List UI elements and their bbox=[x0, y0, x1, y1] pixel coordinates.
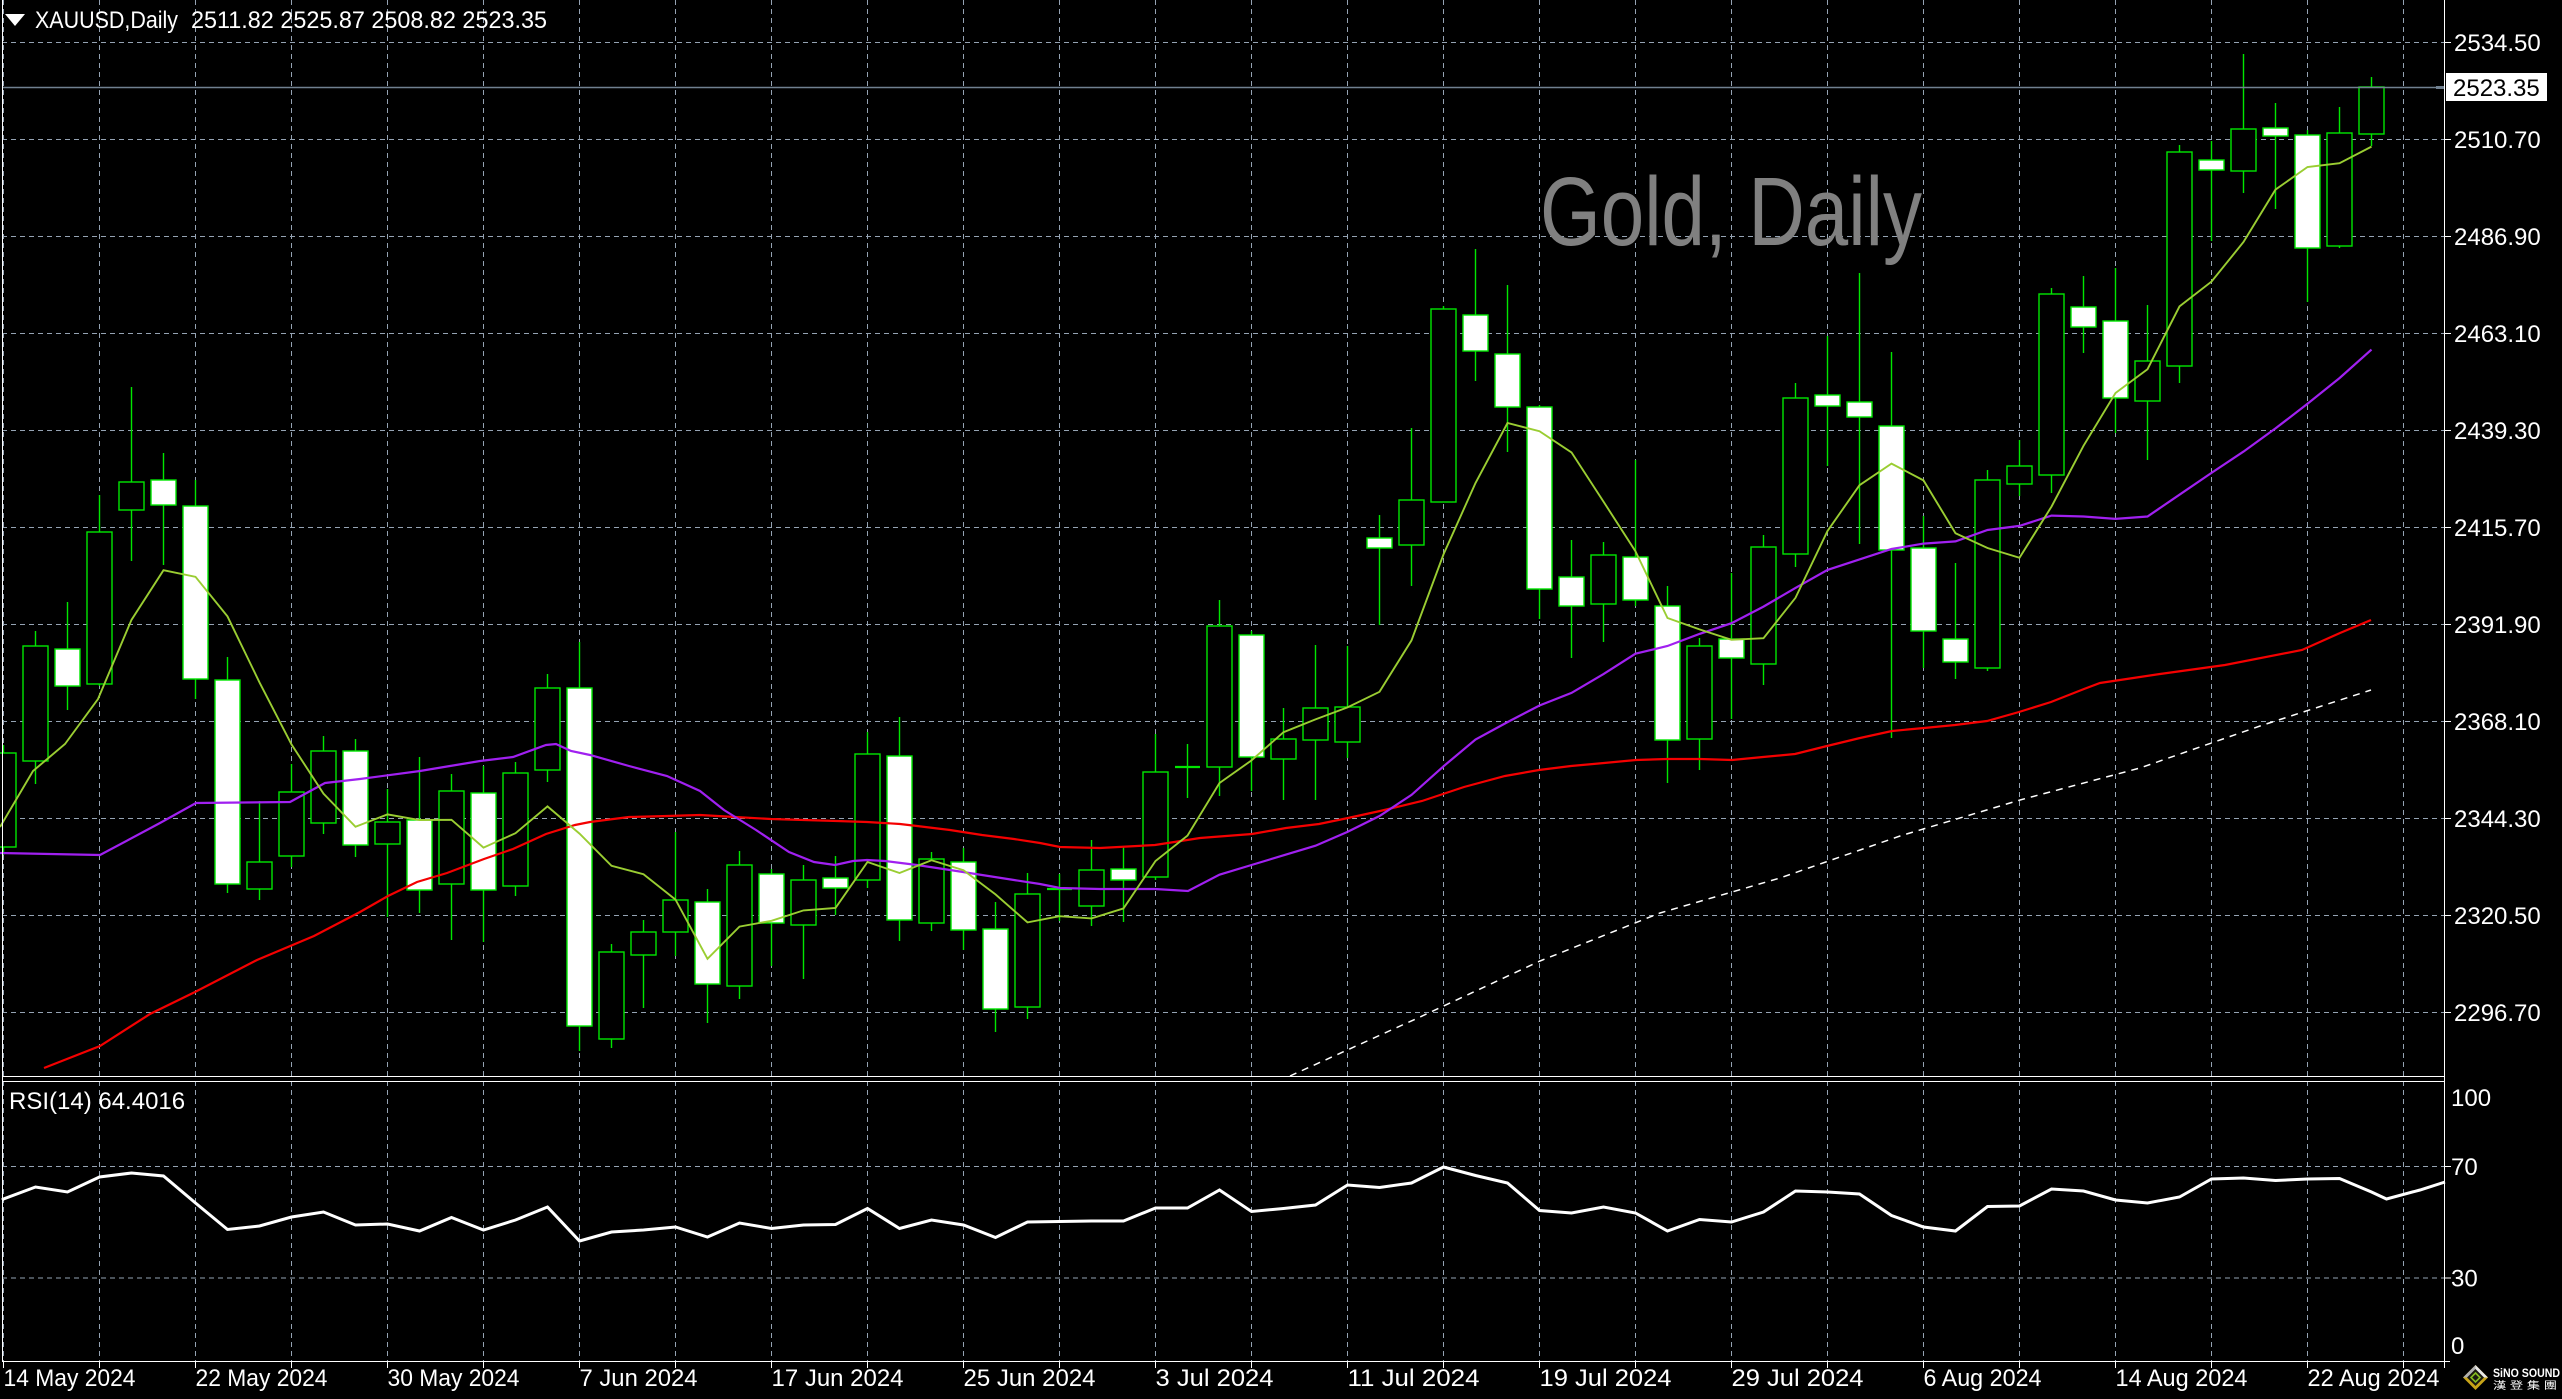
svg-text:100: 100 bbox=[2451, 1085, 2491, 1112]
svg-text:30 May 2024: 30 May 2024 bbox=[388, 1365, 520, 1392]
svg-text:14 May 2024: 14 May 2024 bbox=[4, 1365, 136, 1392]
svg-text:17 Jun 2024: 17 Jun 2024 bbox=[772, 1365, 904, 1392]
svg-text:2296.70: 2296.70 bbox=[2454, 1000, 2541, 1027]
svg-text:SiNO SOUND: SiNO SOUND bbox=[2493, 1368, 2560, 1380]
svg-text:2486.90: 2486.90 bbox=[2454, 224, 2541, 251]
svg-text:2391.90: 2391.90 bbox=[2454, 612, 2541, 639]
svg-text:RSI(14) 64.4016: RSI(14) 64.4016 bbox=[9, 1088, 185, 1115]
svg-text:2368.10: 2368.10 bbox=[2454, 709, 2541, 736]
svg-text:2523.35: 2523.35 bbox=[2453, 75, 2540, 102]
svg-text:Gold, Daily: Gold, Daily bbox=[1540, 157, 1922, 266]
svg-text:2320.50: 2320.50 bbox=[2454, 903, 2541, 930]
svg-text:29 Jul 2024: 29 Jul 2024 bbox=[1732, 1365, 1864, 1392]
svg-text:30: 30 bbox=[2451, 1266, 2478, 1293]
svg-text:漢 登 集 團: 漢 登 集 團 bbox=[2493, 1379, 2557, 1392]
svg-text:11 Jul 2024: 11 Jul 2024 bbox=[1348, 1365, 1480, 1392]
svg-text:2510.70: 2510.70 bbox=[2454, 127, 2541, 154]
svg-text:2534.50: 2534.50 bbox=[2454, 30, 2541, 57]
svg-text:3 Jul 2024: 3 Jul 2024 bbox=[1156, 1365, 1274, 1392]
svg-text:6 Aug 2024: 6 Aug 2024 bbox=[1924, 1365, 2042, 1392]
svg-text:22 May 2024: 22 May 2024 bbox=[196, 1365, 328, 1392]
svg-text:22 Aug 2024: 22 Aug 2024 bbox=[2308, 1365, 2440, 1392]
svg-text:2463.10: 2463.10 bbox=[2454, 321, 2541, 348]
svg-text:25 Jun 2024: 25 Jun 2024 bbox=[964, 1365, 1096, 1392]
svg-text:7 Jun 2024: 7 Jun 2024 bbox=[580, 1365, 698, 1392]
svg-text:2344.30: 2344.30 bbox=[2454, 806, 2541, 833]
svg-text:XAUUSD,Daily: XAUUSD,Daily bbox=[35, 7, 178, 34]
svg-text:2415.70: 2415.70 bbox=[2454, 515, 2541, 542]
svg-text:2439.30: 2439.30 bbox=[2454, 418, 2541, 445]
svg-text:0: 0 bbox=[2451, 1333, 2464, 1360]
svg-text:14 Aug 2024: 14 Aug 2024 bbox=[2116, 1365, 2248, 1392]
svg-text:70: 70 bbox=[2451, 1154, 2478, 1181]
svg-text:2511.82 2525.87 2508.82 2523.3: 2511.82 2525.87 2508.82 2523.35 bbox=[191, 7, 547, 34]
svg-text:19 Jul 2024: 19 Jul 2024 bbox=[1540, 1365, 1672, 1392]
